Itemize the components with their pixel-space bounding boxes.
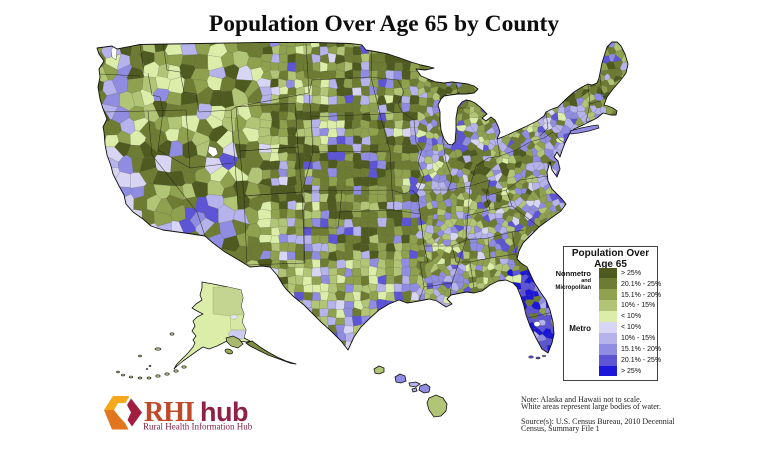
svg-text:hub: hub [200,397,248,427]
svg-text:RHI: RHI [144,397,194,428]
svg-text:Rural Health Information Hub: Rural Health Information Hub [143,422,253,432]
